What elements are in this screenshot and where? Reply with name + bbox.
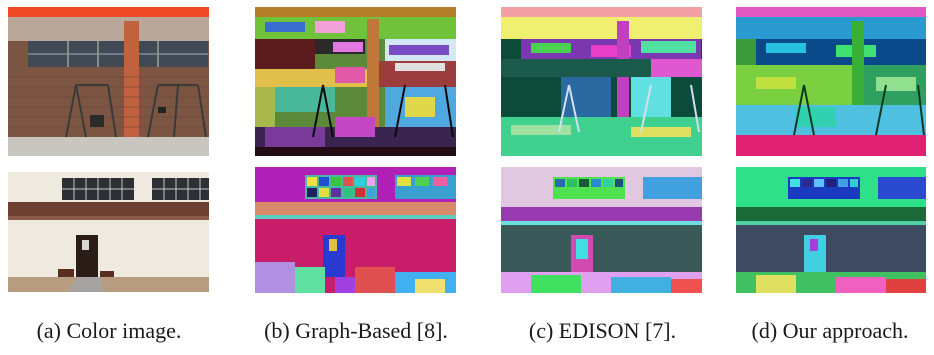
panel-d-bottom-our-approach — [736, 167, 926, 293]
panel-d-top-our-approach — [736, 7, 926, 156]
photo-white-building — [8, 172, 209, 292]
photo-playground — [8, 7, 209, 156]
panel-b-bottom-graph-based — [255, 167, 456, 293]
segmentation-graph-based-playground — [255, 7, 456, 156]
caption-a: (a) Color image. — [36, 318, 182, 343]
segmentation-ours-building — [736, 167, 926, 293]
caption-c: (c) EDISON [7]. — [528, 318, 677, 343]
caption-b: (b) Graph-Based [8]. — [264, 318, 448, 343]
segmentation-edison-building — [501, 167, 702, 293]
panel-c-bottom-edison — [501, 167, 702, 293]
panel-c-top-edison — [501, 7, 702, 156]
caption-d: (d) Our approach. — [751, 318, 909, 343]
segmentation-ours-playground — [736, 7, 926, 156]
segmentation-graph-based-building — [255, 167, 456, 293]
panel-a-top-color-image — [8, 7, 209, 156]
panel-a-bottom-color-image — [8, 172, 209, 292]
panel-b-top-graph-based — [255, 7, 456, 156]
segmentation-edison-playground — [501, 7, 702, 156]
